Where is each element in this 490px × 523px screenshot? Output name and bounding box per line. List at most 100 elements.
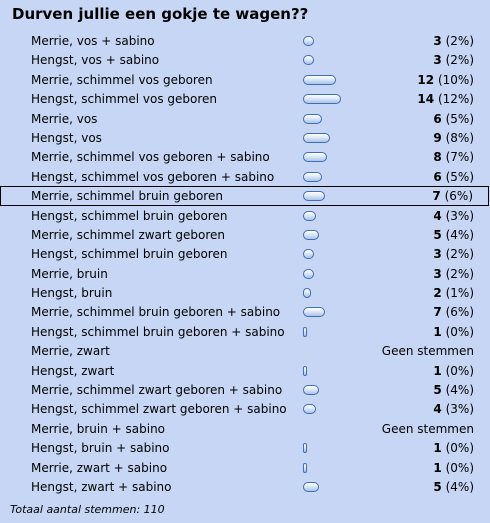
vote-percent: (8%) xyxy=(445,130,474,145)
poll-option-row: Hengst, vos + sabino 3 (2%) xyxy=(0,50,490,69)
poll-option-bar xyxy=(303,152,327,163)
vote-count: 8 xyxy=(433,150,442,165)
poll-option-label: Merrie, vos + sabino xyxy=(31,34,155,48)
poll-option-row: Hengst, schimmel bruin geboren + sabino 1… xyxy=(0,322,490,341)
poll-option-label: Merrie, schimmel vos geboren + sabino xyxy=(31,150,270,165)
vote-percent: (12%) xyxy=(437,92,474,107)
poll-options-list: Merrie, vos + sabino 3 (2%) Hengst, vos + … xyxy=(0,31,490,496)
poll-option-row: Merrie, schimmel vos geboren + sabino 8 (… xyxy=(0,147,490,166)
vote-percent: (5%) xyxy=(445,169,474,184)
poll-option-result: 5 (4%) xyxy=(433,478,474,496)
poll-option-label: Hengst, schimmel bruin geboren xyxy=(31,247,228,262)
poll-option-label: Merrie, schimmel vos geboren xyxy=(31,72,213,87)
poll-option-label: Hengst, schimmel zwart geboren + sabino xyxy=(31,402,287,417)
poll-option-row: Merrie, vos 6 (5%) xyxy=(0,109,490,128)
poll-option-result: 4 (3%) xyxy=(433,207,474,225)
vote-count: 12 xyxy=(417,72,435,87)
vote-percent: (0%) xyxy=(445,441,474,456)
vote-count: 5 xyxy=(433,227,442,242)
vote-percent: (7%) xyxy=(445,150,474,165)
poll-option-label: Hengst, vos + sabino xyxy=(31,53,160,68)
vote-percent: (2%) xyxy=(445,247,474,262)
vote-count: 1 xyxy=(433,460,442,475)
poll-option-result: 1 (0%) xyxy=(433,439,474,457)
poll-option-label: Hengst, schimmel bruin geboren + sabino xyxy=(31,324,285,339)
poll-option-result: 4 (3%) xyxy=(433,400,474,418)
vote-count: 1 xyxy=(433,441,442,456)
poll-option-bar xyxy=(303,113,322,124)
poll-option-result: 14 (12%) xyxy=(417,90,474,108)
poll-option-label: Hengst, zwart + sabino xyxy=(31,479,172,494)
poll-option-label: Merrie, zwart + sabino xyxy=(31,460,168,475)
vote-count: 14 xyxy=(417,92,435,107)
poll-option-bar xyxy=(303,385,319,396)
vote-count: 5 xyxy=(433,479,442,494)
poll-option-bar xyxy=(303,443,307,454)
vote-percent: (4%) xyxy=(445,227,474,242)
poll-option-bar xyxy=(303,94,341,105)
poll-option-row: Merrie, schimmel zwart geboren 5 (4%) xyxy=(0,225,490,244)
poll-option-row: Merrie, schimmel vos geboren 12 (10%) xyxy=(0,70,490,89)
poll-option-row: Hengst, zwart 1 (0%) xyxy=(0,361,490,380)
vote-percent: (1%) xyxy=(445,286,474,301)
vote-percent: (6%) xyxy=(445,305,474,320)
poll-option-result: 7 (6%) xyxy=(433,303,474,321)
poll-option-row: Merrie, zwart Geen stemmen xyxy=(0,341,490,360)
poll-option-bar xyxy=(303,462,307,473)
poll-option-row: Hengst, zwart + sabino 5 (4%) xyxy=(0,477,490,496)
vote-count: 1 xyxy=(433,363,442,378)
poll-option-bar xyxy=(303,404,316,415)
poll-option-bar xyxy=(303,365,307,376)
poll-option-row: Merrie, vos + sabino 3 (2%) xyxy=(0,31,490,50)
poll-option-result: 3 (2%) xyxy=(433,265,474,283)
vote-percent: (3%) xyxy=(445,402,474,417)
vote-count: 7 xyxy=(433,305,442,320)
poll-option-bar xyxy=(303,249,314,260)
poll-option-bar xyxy=(303,481,319,492)
vote-count: 9 xyxy=(433,130,442,145)
poll-option-bar xyxy=(303,36,314,46)
poll-option-result: 5 (4%) xyxy=(433,226,474,244)
no-votes-label: Geen stemmen xyxy=(381,344,474,359)
vote-percent: (4%) xyxy=(445,383,474,398)
poll-option-bar xyxy=(303,268,314,279)
poll-option-label: Merrie, schimmel zwart geboren + sabino xyxy=(31,383,283,398)
poll-option-row: Hengst, schimmel vos geboren + sabino 6 (… xyxy=(0,167,490,186)
poll-option-bar xyxy=(303,326,307,337)
poll-option-row: Hengst, schimmel bruin geboren 3 (2%) xyxy=(0,244,490,263)
no-votes-label: Geen stemmen xyxy=(381,421,474,436)
poll-option-label: Merrie, vos xyxy=(31,111,98,126)
vote-percent: (6%) xyxy=(444,189,473,204)
vote-count: 2 xyxy=(433,286,442,301)
poll-option-bar xyxy=(303,307,325,318)
vote-count: 3 xyxy=(433,34,442,48)
poll-option-result: 7 (6%) xyxy=(432,187,473,205)
poll-option-bar xyxy=(303,74,336,85)
poll-option-bar xyxy=(303,210,316,221)
poll-option-label: Hengst, schimmel bruin geboren xyxy=(31,208,228,223)
vote-count: 3 xyxy=(433,266,442,281)
poll-option-label: Merrie, schimmel bruin geboren xyxy=(31,189,223,204)
poll-option-row: Hengst, bruin 2 (1%) xyxy=(0,283,490,302)
vote-percent: (3%) xyxy=(445,208,474,223)
poll-title: Durven jullie een gokje te wagen?? xyxy=(12,5,309,23)
poll-option-bar xyxy=(303,132,330,143)
poll-option-row: Merrie, schimmel bruin geboren + sabino 7… xyxy=(0,302,490,321)
poll-option-label: Merrie, schimmel bruin geboren + sabino xyxy=(31,305,281,320)
poll-option-row: Hengst, schimmel zwart geboren + sabino 4… xyxy=(0,399,490,418)
poll-option-row: Merrie, bruin + sabino Geen stemmen xyxy=(0,419,490,438)
vote-count: 6 xyxy=(433,111,442,126)
poll-option-result: 12 (10%) xyxy=(417,71,474,89)
poll-option-result: 3 (2%) xyxy=(433,245,474,263)
poll-option-bar xyxy=(303,191,325,202)
vote-count: 3 xyxy=(433,247,442,262)
vote-percent: (10%) xyxy=(437,72,474,87)
poll-option-result: 6 (5%) xyxy=(433,110,474,128)
poll-option-result: 3 (2%) xyxy=(433,51,474,69)
poll-option-result: 6 (5%) xyxy=(433,168,474,186)
poll-option-label: Merrie, bruin xyxy=(31,266,108,281)
poll-option-label: Hengst, bruin xyxy=(31,286,113,301)
vote-percent: (0%) xyxy=(445,363,474,378)
poll-option-result: 1 (0%) xyxy=(433,459,474,477)
